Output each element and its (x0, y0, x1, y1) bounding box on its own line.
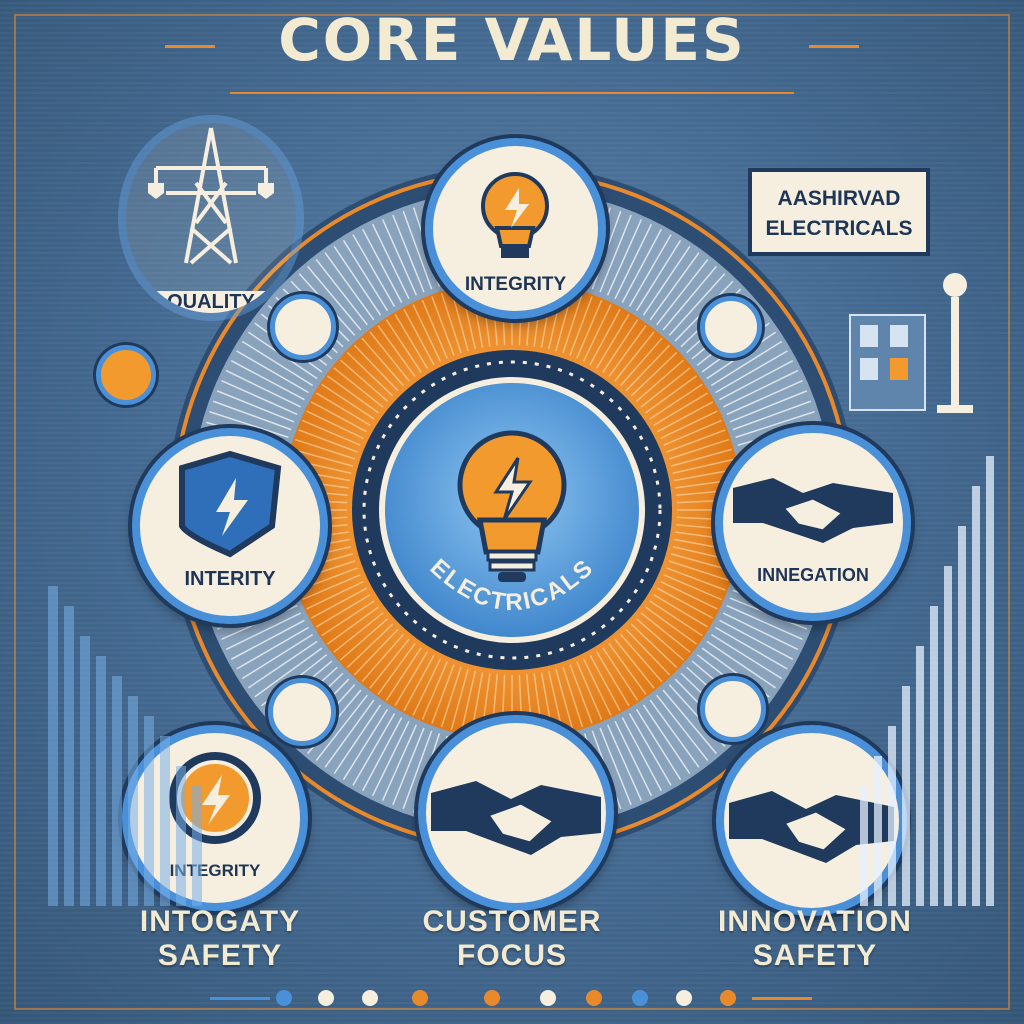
caption-left-line2: SAFETY (157, 939, 283, 972)
small-node-top-left (270, 294, 336, 360)
node-top-label: INTEGRITY (464, 274, 567, 295)
caption-left: INTOGATY SAFETY (100, 905, 340, 973)
lightbulb-icon (457, 430, 567, 582)
title-dash-left (165, 45, 215, 48)
street-lamp-icon (849, 273, 973, 413)
lightbulb-icon (481, 172, 549, 258)
caption-center-line1: CUSTOMER (422, 905, 602, 938)
bar (930, 606, 938, 906)
shield-bolt-icon (179, 450, 282, 558)
bolt-badge-icon (169, 752, 261, 844)
bar (48, 586, 58, 906)
dot (720, 990, 736, 1006)
node-quality: QUALITY (118, 115, 304, 321)
bar (64, 606, 74, 906)
bar (916, 646, 924, 906)
dot (586, 990, 602, 1006)
brand-line1: AASHIRVAD (777, 187, 901, 210)
small-node-top-right (700, 296, 762, 358)
page-title: CORE VALUES (278, 6, 746, 74)
bar (972, 486, 980, 906)
node-quality-label: QUALITY (126, 291, 296, 313)
bar (944, 566, 952, 906)
dot (540, 990, 556, 1006)
bar (176, 766, 186, 906)
small-node-bottom-left (268, 678, 336, 746)
brand-sign: AASHIRVAD ELECTRICALS (748, 168, 930, 256)
bar (144, 716, 154, 906)
bar (958, 526, 966, 906)
frame-border (14, 14, 1010, 1010)
title-dash-right (809, 45, 859, 48)
brand-line2: ELECTRICALS (765, 217, 913, 240)
dotted-ring (362, 360, 662, 660)
dot (632, 990, 648, 1006)
handshake-icon (733, 478, 893, 543)
node-left-label: INTERITY (184, 568, 276, 590)
caption-right-line1: INNOVATION (718, 905, 912, 938)
bar (128, 696, 138, 906)
dots-dash-right (752, 997, 812, 1000)
caption-right: INNOVATION SAFETY (690, 905, 940, 973)
dot (362, 990, 378, 1006)
handshake-icon (729, 791, 894, 863)
caption-center-line2: FOCUS (457, 939, 567, 972)
dots-dash-left (210, 997, 270, 1000)
bar (192, 786, 202, 906)
bar (986, 456, 994, 906)
bar (80, 636, 90, 906)
handshake-icon (431, 781, 601, 855)
node-bottom-left-label: INTEGRITY (169, 861, 261, 880)
small-node-bottom-right (700, 676, 766, 742)
dot (412, 990, 428, 1006)
transmission-tower-icon (148, 127, 274, 265)
dot (276, 990, 292, 1006)
node-left: INTERITY (132, 428, 328, 624)
caption-left-line1: INTOGATY (139, 905, 301, 938)
bar (96, 656, 106, 906)
dot (318, 990, 334, 1006)
bar (874, 756, 882, 906)
bar (112, 676, 122, 906)
bar (902, 686, 910, 906)
dot (676, 990, 692, 1006)
node-top: INTEGRITY (425, 138, 606, 319)
node-right-label: INNEGATION (757, 565, 869, 585)
small-node-left (96, 345, 156, 405)
title-underline (230, 92, 794, 94)
node-right: INNEGATION (715, 425, 911, 621)
node-bottom-center (418, 715, 614, 911)
dot (484, 990, 500, 1006)
bar (160, 736, 170, 906)
caption-right-line2: SAFETY (752, 939, 878, 972)
bar (888, 726, 896, 906)
bar (860, 786, 868, 906)
caption-center: CUSTOMER FOCUS (392, 905, 632, 973)
